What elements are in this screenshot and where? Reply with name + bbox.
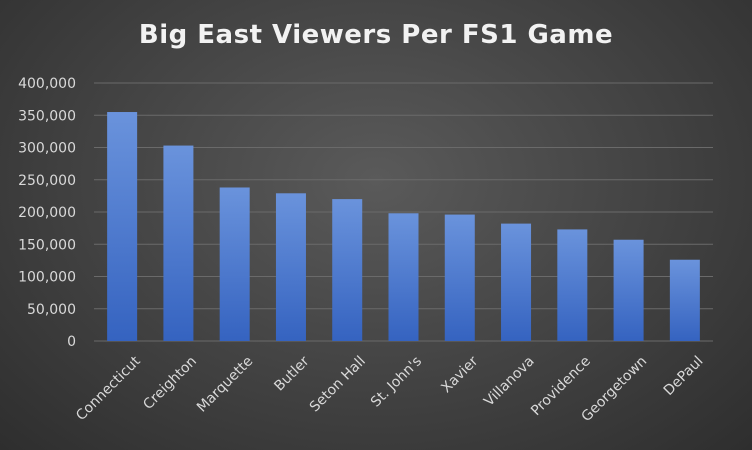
x-tick-label: St. John's xyxy=(368,353,425,410)
x-tick-label: Seton Hall xyxy=(307,353,369,415)
bar-depaul xyxy=(669,259,700,341)
y-tick-label: 50,000 xyxy=(27,302,76,318)
y-tick-label: 400,000 xyxy=(18,76,76,92)
x-tick-label: Marquette xyxy=(194,353,256,415)
x-tick-label: Connecticut xyxy=(73,353,144,424)
bar-seton-hall xyxy=(332,199,363,341)
x-tick-label: Creighton xyxy=(140,353,200,413)
y-tick-label: 100,000 xyxy=(18,270,76,286)
bar-villanova xyxy=(501,223,532,341)
x-tick-label: Xavier xyxy=(438,353,481,396)
bar-connecticut xyxy=(107,112,138,342)
bar-marquette xyxy=(219,187,250,341)
y-axis-ticks: 0 50,000 100,000 150,000 200,000 250,000 300,0… xyxy=(18,76,76,350)
y-tick-label: 350,000 xyxy=(18,108,76,124)
y-tick-label: 250,000 xyxy=(18,173,76,189)
bar-providence xyxy=(557,229,588,341)
y-tick-label: 0 xyxy=(67,334,76,350)
bars xyxy=(107,112,700,342)
bar-st-john-s xyxy=(388,213,419,341)
y-tick-label: 150,000 xyxy=(18,237,76,253)
bar-creighton xyxy=(163,145,194,341)
x-tick-label: DePaul xyxy=(661,353,707,399)
x-tick-label: Villanova xyxy=(481,353,537,409)
bar-xavier xyxy=(444,214,475,341)
y-tick-label: 200,000 xyxy=(18,205,76,221)
x-tick-label: Butler xyxy=(271,353,312,394)
bar-butler xyxy=(275,193,306,341)
y-tick-label: 300,000 xyxy=(18,141,76,157)
chart-title: Big East Viewers Per FS1 Game xyxy=(138,20,614,50)
bar-georgetown xyxy=(613,239,644,341)
